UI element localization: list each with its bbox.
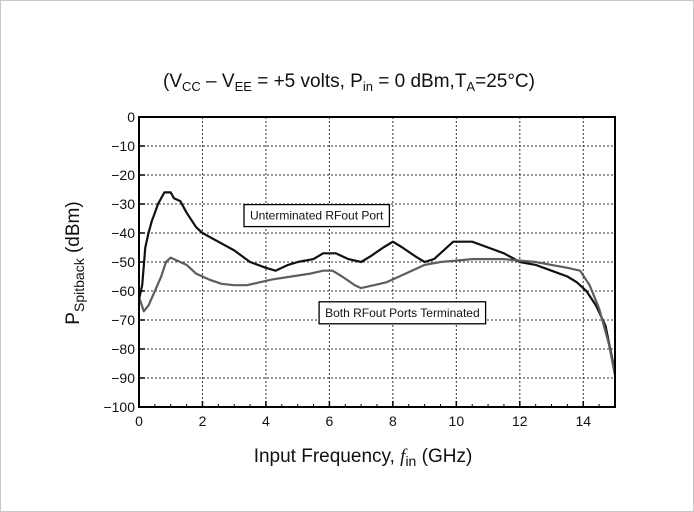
chart-title: (VCC – VEE = +5 volts, Pin = 0 dBm,TA=25… <box>163 71 535 94</box>
plot-border <box>138 116 616 408</box>
series-line-2 <box>137 256 617 376</box>
annotation-label-2: Both RFout Ports Terminated <box>325 306 480 320</box>
y-tick-label: −60 <box>111 283 135 299</box>
y-tick-label: −90 <box>111 370 135 386</box>
y-tick-label: −30 <box>111 196 135 212</box>
annotation-label-1: Unterminated RFout Port <box>250 209 384 223</box>
x-axis-label: Input Frequency, fin (GHz) <box>254 446 473 469</box>
x-tick-label: 6 <box>326 413 334 429</box>
x-tick-label: 8 <box>389 413 397 429</box>
series-group <box>137 191 617 376</box>
x-tick-label: 2 <box>199 413 207 429</box>
y-tick-label: −10 <box>111 138 135 154</box>
tick-labels: 0 2 4 6 8 10 12 14 0 −10 −20 −30 −40 −50 −60 −70 −80 −90 −… <box>103 109 600 429</box>
grid <box>139 117 615 407</box>
annotation-box-2 <box>318 301 487 325</box>
x-tick-label: 4 <box>262 413 270 429</box>
x-tick-label: 0 <box>135 413 143 429</box>
annotation-box-1 <box>243 203 391 228</box>
annotations: Unterminated RFout Port Both RFout Ports … <box>243 203 487 325</box>
y-tick-label: 0 <box>127 109 135 125</box>
y-tick-label: −70 <box>111 312 135 328</box>
y-axis-label: PSpitback (dBm) <box>63 201 87 324</box>
y-tick-label: −50 <box>111 254 135 270</box>
series-line-1 <box>137 191 617 373</box>
y-tick-label: −20 <box>111 167 135 183</box>
x-tick-label: 14 <box>575 413 591 429</box>
y-tick-label: −80 <box>111 341 135 357</box>
x-tick-label: 12 <box>512 413 528 429</box>
y-tick-label: −40 <box>111 225 135 241</box>
y-tick-label: −100 <box>103 399 135 415</box>
x-tick-label: 10 <box>449 413 465 429</box>
